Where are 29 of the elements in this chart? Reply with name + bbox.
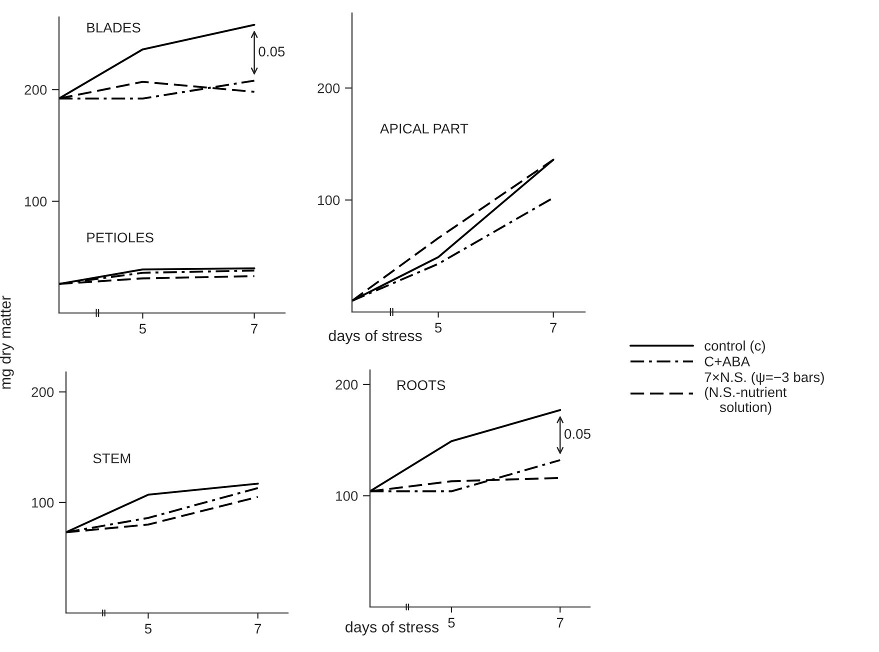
- y-tick-label: 100: [32, 498, 54, 508]
- x-tick-label: 5: [144, 624, 152, 634]
- x-tick-label: 7: [254, 624, 262, 634]
- x-tick-label: 5: [448, 618, 455, 628]
- annotation: STEM: [93, 453, 130, 464]
- y-tick-label: 200: [24, 84, 47, 95]
- y-tick-label: 100: [25, 196, 47, 206]
- y-tick-label: 200: [336, 380, 358, 390]
- y-tick-label: 100: [336, 491, 358, 501]
- annotation: 0.05: [258, 46, 285, 56]
- annotation: 0.05: [564, 428, 590, 439]
- y-tick-label: 200: [318, 83, 340, 94]
- y-axis-title: mg dry matter: [0, 296, 14, 389]
- x-axis-title: days of stress: [328, 330, 422, 344]
- legend-label: C+ABA: [704, 356, 750, 366]
- x-tick-label: 5: [139, 324, 146, 334]
- legend-label: control (c): [704, 340, 765, 354]
- x-tick-label: 5: [434, 322, 442, 333]
- annotation: ROOTS: [398, 380, 446, 390]
- annotation: PETIOLES: [87, 232, 154, 242]
- x-tick-label: 7: [556, 618, 564, 628]
- y-tick-label: 100: [318, 195, 340, 206]
- annotation: APICAL PART: [380, 124, 468, 134]
- annotation: BLADES: [87, 22, 140, 33]
- x-axis-title: days of stress: [346, 621, 439, 636]
- x-tick-label: 7: [550, 322, 557, 332]
- y-tick-label: 200: [32, 387, 54, 398]
- legend-label: 7×N.S. (ψ=−3 bars) (N.S.-nutrient solution): [704, 372, 824, 415]
- x-tick-label: 7: [251, 324, 258, 334]
